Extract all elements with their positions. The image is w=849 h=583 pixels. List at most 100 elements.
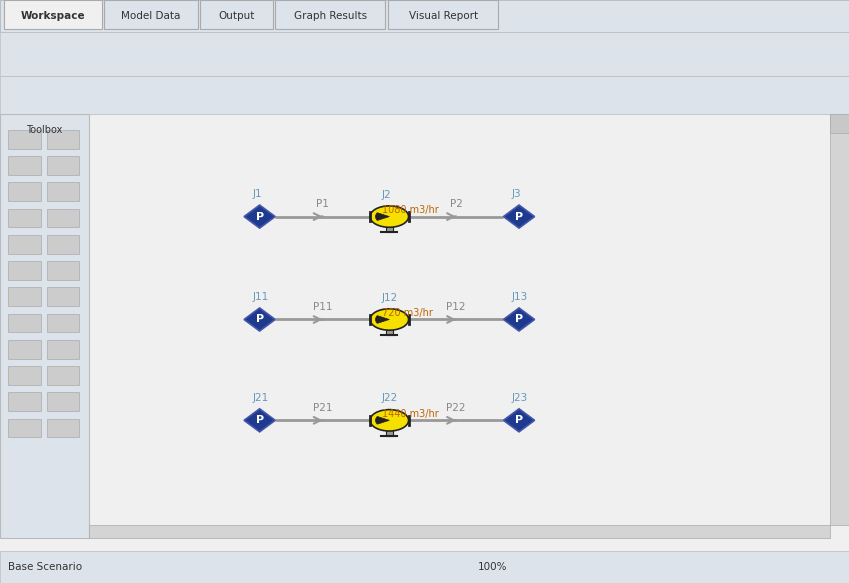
Polygon shape xyxy=(244,409,275,432)
Bar xyxy=(47,419,79,437)
Bar xyxy=(47,182,79,201)
Bar xyxy=(745,38,764,70)
Text: J22: J22 xyxy=(382,394,398,403)
Polygon shape xyxy=(244,308,275,331)
Bar xyxy=(0,114,89,538)
Polygon shape xyxy=(503,409,535,432)
Bar xyxy=(127,38,146,70)
Bar xyxy=(341,38,360,70)
Bar xyxy=(8,392,41,411)
Bar xyxy=(47,340,79,359)
Bar xyxy=(365,38,384,70)
Bar xyxy=(650,38,669,70)
Text: P: P xyxy=(256,314,264,325)
Circle shape xyxy=(370,206,408,227)
Text: P: P xyxy=(515,314,523,325)
Bar xyxy=(531,38,550,70)
Polygon shape xyxy=(503,205,535,228)
Text: P1: P1 xyxy=(316,199,329,209)
Bar xyxy=(151,38,170,70)
Bar xyxy=(8,209,41,227)
Bar xyxy=(386,430,393,436)
Text: P: P xyxy=(256,212,264,222)
Wedge shape xyxy=(375,416,390,424)
Circle shape xyxy=(370,410,408,431)
Text: 1080 m3/hr: 1080 m3/hr xyxy=(382,205,439,215)
Text: P2: P2 xyxy=(450,199,463,209)
Bar xyxy=(508,38,526,70)
Bar xyxy=(89,525,830,538)
Bar xyxy=(318,38,336,70)
Text: P12: P12 xyxy=(447,302,466,312)
Text: P: P xyxy=(256,415,264,426)
Bar xyxy=(8,314,41,332)
Bar xyxy=(0,76,849,114)
Bar xyxy=(56,38,75,70)
Text: Workspace: Workspace xyxy=(20,11,86,21)
Bar xyxy=(200,0,273,29)
Bar xyxy=(47,235,79,254)
Bar xyxy=(484,38,503,70)
Bar xyxy=(555,38,574,70)
Polygon shape xyxy=(503,308,535,331)
Bar xyxy=(830,114,849,133)
Text: J21: J21 xyxy=(252,392,268,403)
Bar xyxy=(104,0,198,29)
Wedge shape xyxy=(375,315,390,324)
Bar xyxy=(8,156,41,175)
Text: 1440 m3/hr: 1440 m3/hr xyxy=(382,409,439,419)
Bar xyxy=(579,38,598,70)
Wedge shape xyxy=(375,213,390,220)
Bar xyxy=(8,261,41,280)
Bar xyxy=(0,32,849,76)
Bar xyxy=(8,130,41,149)
Text: Base Scenario: Base Scenario xyxy=(8,562,82,572)
Bar xyxy=(175,38,194,70)
Bar xyxy=(436,38,455,70)
Bar xyxy=(47,130,79,149)
Bar xyxy=(275,0,385,29)
Text: J11: J11 xyxy=(252,292,268,302)
Bar xyxy=(8,287,41,306)
Bar xyxy=(603,38,621,70)
Bar xyxy=(47,366,79,385)
Bar xyxy=(0,0,849,32)
Bar xyxy=(294,38,312,70)
Text: J1: J1 xyxy=(252,189,261,199)
Bar xyxy=(386,226,393,233)
Bar xyxy=(199,38,217,70)
Bar xyxy=(8,340,41,359)
Bar xyxy=(47,209,79,227)
Bar xyxy=(413,38,431,70)
Text: Toolbox: Toolbox xyxy=(26,125,63,135)
Bar xyxy=(722,38,740,70)
Bar xyxy=(8,366,41,385)
Text: 720 m3/hr: 720 m3/hr xyxy=(382,308,433,318)
Text: P: P xyxy=(515,212,523,222)
Bar xyxy=(8,235,41,254)
Text: P: P xyxy=(515,415,523,426)
Text: J13: J13 xyxy=(512,292,528,302)
Text: Visual Report: Visual Report xyxy=(408,11,478,21)
Bar xyxy=(388,0,498,29)
Bar xyxy=(47,392,79,411)
Text: J2: J2 xyxy=(382,189,391,200)
Bar xyxy=(674,38,693,70)
Polygon shape xyxy=(244,205,275,228)
Bar xyxy=(32,38,51,70)
Bar xyxy=(627,38,645,70)
Bar xyxy=(386,329,393,335)
Bar xyxy=(830,114,849,525)
Bar xyxy=(698,38,717,70)
Bar xyxy=(0,551,849,583)
Bar xyxy=(80,38,98,70)
Bar xyxy=(8,182,41,201)
Text: Output: Output xyxy=(218,11,255,21)
Bar xyxy=(246,38,265,70)
Bar xyxy=(460,38,479,70)
Bar xyxy=(8,419,41,437)
Bar xyxy=(8,38,27,70)
Bar xyxy=(389,38,408,70)
Text: P21: P21 xyxy=(313,403,332,413)
Text: J23: J23 xyxy=(512,392,528,403)
